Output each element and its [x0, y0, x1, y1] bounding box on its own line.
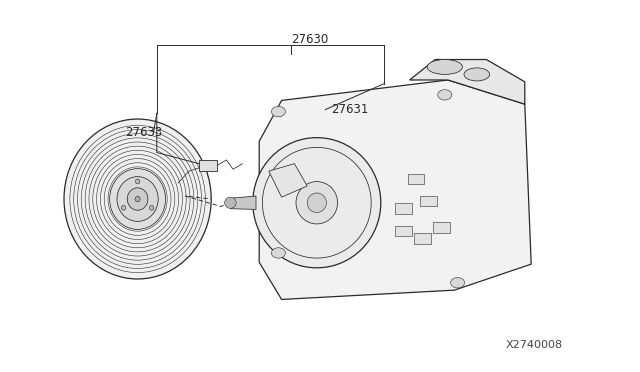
Ellipse shape: [438, 90, 452, 100]
Ellipse shape: [253, 138, 381, 268]
Text: X2740008: X2740008: [506, 340, 563, 350]
Ellipse shape: [122, 205, 126, 210]
Text: 27631: 27631: [332, 103, 369, 116]
Polygon shape: [410, 60, 525, 104]
Ellipse shape: [149, 205, 154, 210]
Polygon shape: [230, 196, 256, 209]
FancyBboxPatch shape: [395, 203, 412, 214]
Text: 27633: 27633: [125, 126, 162, 138]
FancyBboxPatch shape: [420, 196, 437, 206]
FancyBboxPatch shape: [408, 174, 424, 184]
Text: 27630: 27630: [291, 33, 328, 45]
Polygon shape: [269, 164, 307, 197]
Ellipse shape: [271, 106, 285, 117]
Ellipse shape: [451, 278, 465, 288]
FancyBboxPatch shape: [433, 222, 450, 232]
FancyBboxPatch shape: [199, 160, 217, 171]
Ellipse shape: [428, 60, 462, 74]
Ellipse shape: [109, 169, 166, 230]
Ellipse shape: [225, 197, 236, 208]
Ellipse shape: [127, 188, 148, 210]
Ellipse shape: [135, 196, 140, 202]
Ellipse shape: [64, 119, 211, 279]
Ellipse shape: [136, 179, 140, 184]
Ellipse shape: [307, 193, 326, 212]
Polygon shape: [259, 80, 531, 299]
FancyBboxPatch shape: [395, 226, 412, 236]
Ellipse shape: [464, 68, 490, 81]
Ellipse shape: [271, 248, 285, 258]
Ellipse shape: [296, 182, 338, 224]
Ellipse shape: [117, 177, 158, 221]
FancyBboxPatch shape: [414, 233, 431, 244]
